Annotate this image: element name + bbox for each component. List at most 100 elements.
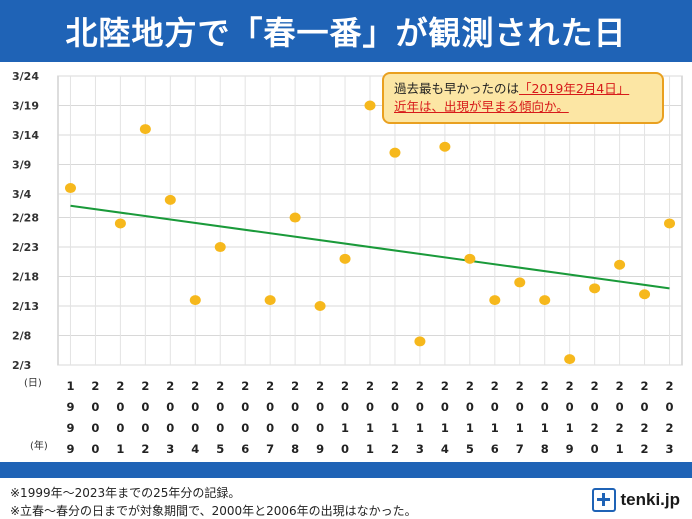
y-tick-label: 3/4 [12,188,32,201]
trend-line [70,204,670,290]
x-tick-label: 3 [416,442,424,456]
data-point [214,242,226,253]
x-tick-label: 2 [591,421,599,435]
x-tick-label: 2 [566,379,574,393]
x-tick-label: 2 [141,442,149,456]
x-tick-label: 0 [641,400,649,414]
x-tick-label: 1 [341,421,349,435]
data-point [514,277,526,288]
x-tick-label: 0 [541,400,549,414]
x-tick-label: 0 [216,421,224,435]
x-tick-label: 2 [641,421,649,435]
x-tick-label: 2 [616,421,624,435]
x-tick-label: 2 [516,379,524,393]
callout-trend-note: 近年は、出現が早まる傾向か。 [394,99,569,114]
y-tick-label: 2/28 [12,212,39,225]
x-tick-label: 0 [441,400,449,414]
x-tick-label: 0 [666,400,674,414]
data-point [339,253,351,264]
footnote-conditions: ※立春～春分の日までが対象期間で、2000年と2006年の出現はなかった。 [10,504,417,518]
x-tick-label: 2 [666,379,674,393]
y-tick-label: 2/18 [12,271,39,284]
data-point [589,283,601,294]
x-tick-label: 1 [366,421,374,435]
x-tick-label: 0 [116,421,124,435]
x-tick-label: 2 [391,379,399,393]
x-tick-label: 2 [291,379,299,393]
data-point [114,218,126,229]
x-tick-label: 0 [566,400,574,414]
x-tick-label: 2 [416,379,424,393]
footer-strip [0,462,692,478]
x-tick-label: 3 [666,442,674,456]
x-tick-label: 1 [616,442,624,456]
x-tick-label: 2 [641,442,649,456]
y-tick-label: 3/24 [12,70,39,83]
x-tick-label: 0 [141,421,149,435]
x-tick-label: 0 [341,442,349,456]
data-point [489,295,501,306]
x-tick-label: 5 [466,442,474,456]
x-tick-label: 2 [441,379,449,393]
callout-line2: 近年は、出現が早まる傾向か。 [394,98,652,116]
x-tick-label: 0 [166,400,174,414]
data-point [289,212,301,223]
data-point [64,183,76,194]
x-tick-label: 0 [266,400,274,414]
x-tick-label: 0 [166,421,174,435]
x-tick-label: 2 [366,379,374,393]
x-tick-label: 4 [441,442,449,456]
tenki-logo[interactable]: tenki.jp [592,488,680,512]
x-tick-label: 1 [116,442,124,456]
y-tick-label: 2/13 [12,300,39,313]
tenki-logo-text: tenki.jp [620,490,680,509]
y-tick-label: 3/9 [12,158,31,171]
x-tick-label: 2 [316,379,324,393]
data-point [139,124,151,135]
x-tick-label: 0 [416,400,424,414]
x-tick-label: 0 [91,421,99,435]
x-tick-label: 0 [91,442,99,456]
y-tick-label: 2/3 [12,359,31,372]
data-point [439,141,451,152]
x-tick-label: 8 [291,442,299,456]
x-tick-label: 0 [116,400,124,414]
data-point [164,194,176,205]
data-point [539,295,551,306]
x-tick-label: 0 [491,400,499,414]
callout-prefix: 過去最も早かったのは [394,81,520,96]
x-tick-label: 0 [316,400,324,414]
x-tick-label: 1 [391,421,399,435]
x-tick-label: 2 [266,379,274,393]
data-point [389,147,401,158]
data-point [614,259,626,270]
x-tick-label: 0 [516,400,524,414]
x-tick-label: 2 [466,379,474,393]
x-tick-label: 0 [216,400,224,414]
x-tick-label: 0 [591,442,599,456]
x-tick-label: 2 [591,379,599,393]
x-tick-label: 0 [141,400,149,414]
y-tick-label: 2/23 [12,241,39,254]
data-point [664,218,676,229]
tenki-logo-icon [592,488,617,512]
x-tick-label: 2 [91,379,99,393]
x-tick-label: 2 [666,421,674,435]
x-tick-label: 2 [116,379,124,393]
x-tick-label: 4 [191,442,199,456]
y-tick-label: 2/8 [12,330,31,343]
x-tick-label: 2 [166,379,174,393]
x-tick-label: 9 [66,442,74,456]
x-tick-label: 5 [216,442,224,456]
data-point [364,100,376,111]
x-tick-label: 0 [466,400,474,414]
x-tick-label: 1 [491,421,499,435]
x-tick-label: 1 [416,421,424,435]
x-tick-label: 2 [391,442,399,456]
x-tick-label: 7 [266,442,274,456]
x-tick-label: 8 [541,442,549,456]
data-point [189,295,201,306]
scatter-chart: 3/24 3/19 3/14 3/9 3/4 2/28 2/23 2/18 2/13 2/8 2/3… [12,70,683,456]
x-tick-label: 2 [616,379,624,393]
callout-earliest-date: 「2019年2月4日」 [519,81,630,96]
